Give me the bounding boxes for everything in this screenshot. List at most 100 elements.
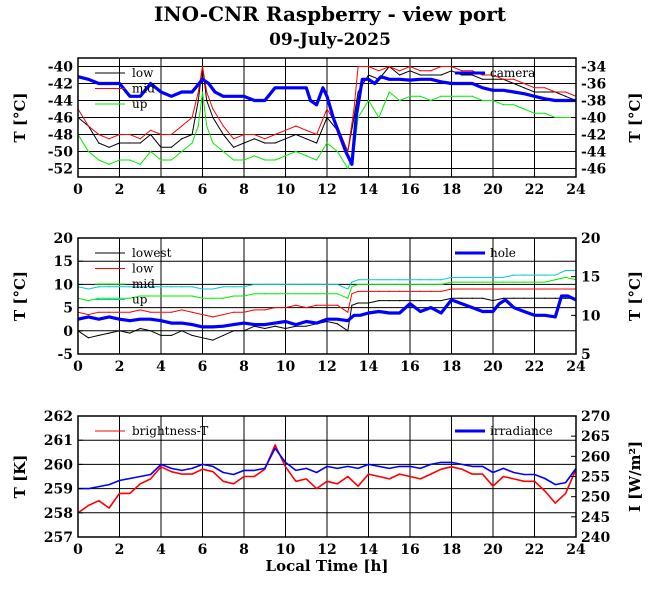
data-point [309,99,311,102]
data-point [399,290,401,292]
data-point [450,65,453,68]
data-point [274,447,276,449]
data-point [295,304,297,306]
data-point [191,467,193,470]
data-point [440,279,442,281]
data-point [87,150,89,153]
y2-tick-label: -44 [581,145,607,161]
data-point [295,133,297,136]
x-tick-label: 2 [115,542,125,558]
y2-axis-label: T [°C] [626,271,644,321]
data-point [565,276,567,279]
data-point [471,473,473,475]
data-point [554,483,556,486]
data-point [502,78,504,80]
data-point [295,324,297,326]
data-point [351,293,353,295]
data-point [440,468,442,470]
data-point [430,78,432,80]
y2-tick-label: -38 [581,94,606,110]
y-tick-label: 0 [63,324,73,340]
data-point [201,297,204,299]
data-point [150,133,152,136]
data-point [388,312,390,314]
data-point [504,299,507,301]
data-point [357,116,359,119]
data-point [399,473,401,475]
data-point [565,116,567,119]
data-point [367,473,370,475]
data-point [181,91,183,93]
data-point [565,95,567,97]
data-point [355,116,357,119]
legend-label: mid [132,277,155,291]
series-line-low [78,66,576,152]
data-point [160,295,162,297]
data-point [419,279,421,281]
data-point [450,288,453,290]
data-point [440,95,442,97]
data-point [523,108,525,110]
data-point [450,466,453,468]
series-line-low [78,288,576,318]
data-point [243,295,245,297]
x-tick-label: 4 [156,542,166,558]
data-point [461,463,463,465]
data-point [233,146,235,148]
data-point [336,293,338,295]
data-point [264,138,266,140]
data-point [357,290,359,292]
data-point [502,475,504,478]
data-point [326,116,328,119]
data-point [544,98,546,100]
data-point [316,304,318,306]
data-point [264,309,266,311]
data-point [326,465,328,468]
y-tick-label: 259 [44,482,73,498]
data-point [160,334,162,337]
data-point [367,65,370,68]
data-point [367,290,370,292]
x-axis-label: Local Time [h] [266,557,389,575]
data-point [98,82,100,85]
data-point [347,330,349,332]
data-point [305,307,307,309]
data-point [430,463,432,465]
data-point [544,314,546,316]
data-point [222,133,224,136]
panel-1: 0 2 4 6 8 10 12 14 16 18 20 22 24-52-50-48-46-44-42-… [11,57,644,198]
data-point [295,125,297,127]
data-point [471,95,473,97]
data-point [181,322,183,324]
data-point [367,302,370,304]
data-point [336,323,338,325]
data-point [399,465,401,468]
data-point [523,288,525,290]
y-tick-label: 257 [44,530,73,546]
data-point [502,281,504,283]
data-point [206,91,208,93]
data-point [461,95,463,97]
x-tick-label: 2 [115,359,125,375]
y-axis-label: T [K] [11,455,29,499]
data-point [150,82,152,85]
data-point [118,133,121,136]
data-point [450,95,453,97]
data-point [170,467,172,470]
x-tick-label: 0 [73,542,83,558]
data-point [212,339,214,341]
data-point [388,279,390,281]
data-point [139,163,141,165]
data-point [430,300,432,302]
data-point [347,167,349,170]
data-point [284,461,287,463]
data-point [222,313,224,316]
data-point [523,93,525,95]
data-point [233,311,235,313]
x-tick-label: 12 [317,182,336,198]
legend-label: low [132,66,154,80]
data-point [492,276,494,279]
data-point [471,276,473,279]
data-point [284,138,287,140]
